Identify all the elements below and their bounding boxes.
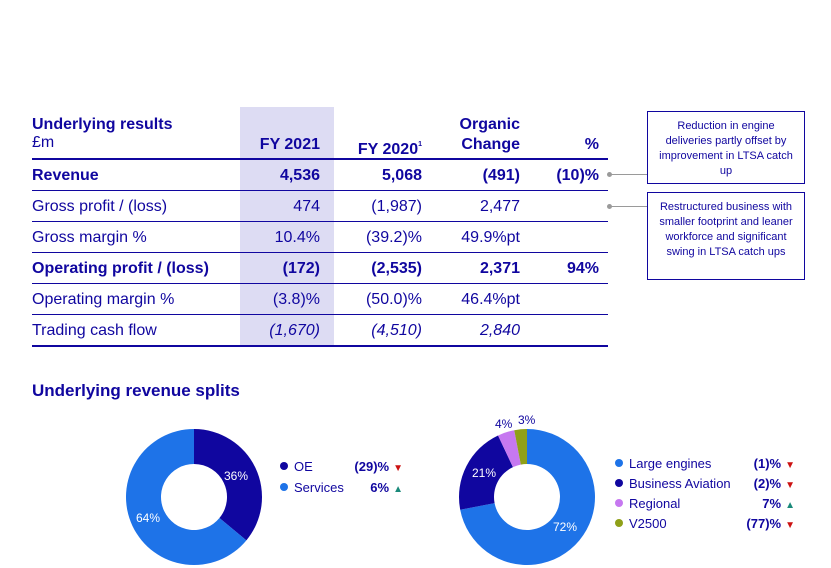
triangle-down-icon: ▼ xyxy=(393,463,403,474)
legend-change: (29)% ▼ xyxy=(354,459,403,474)
cell-organic: (491) xyxy=(482,167,520,184)
annotation-revenue: Reduction in engine deliveries partly of… xyxy=(647,111,805,184)
legend-item: OE xyxy=(280,459,313,475)
legend-swatch xyxy=(615,459,623,467)
legend-change-value: 6% xyxy=(370,480,390,495)
connector-line xyxy=(610,174,647,175)
legend-swatch xyxy=(280,483,288,491)
connector-line xyxy=(610,206,647,207)
cell-fy2020: (2,535) xyxy=(371,260,422,277)
header-organic-line2: Change xyxy=(461,136,520,153)
legend-change-value: (2)% xyxy=(753,476,782,491)
cell-fy2021: (1,670) xyxy=(269,322,320,339)
triangle-up-icon: ▲ xyxy=(785,500,795,511)
cell-fy2021: 4,536 xyxy=(279,167,320,184)
cell-organic: 46.4%pt xyxy=(461,291,520,308)
cell-fy2020: 5,068 xyxy=(381,167,422,184)
row-label: Trading cash flow xyxy=(32,322,157,339)
legend-change: 6% ▲ xyxy=(370,480,403,495)
cell-fy2020: (50.0)% xyxy=(365,291,422,308)
revenue-splits-title: Underlying revenue splits xyxy=(32,381,240,400)
table-unit: £m xyxy=(32,134,55,151)
legend-label: Business Aviation xyxy=(629,476,731,491)
row-label: Gross profit / (loss) xyxy=(32,198,168,215)
donut-slice-oe xyxy=(194,429,262,541)
legend-item: Large engines xyxy=(615,456,711,472)
legend-item: Regional xyxy=(615,496,680,512)
triangle-down-icon: ▼ xyxy=(785,460,795,471)
cell-pct: (10)% xyxy=(556,167,599,184)
legend-label: OE xyxy=(294,459,313,474)
donut-slice-large-engines xyxy=(460,429,595,565)
annotation-operating-profit: Restructured business with smaller footp… xyxy=(647,192,805,280)
cell-pct: 94% xyxy=(566,260,599,277)
row-label: Operating margin % xyxy=(32,291,175,308)
slice-label-v2500: 3% xyxy=(518,413,536,427)
legend-change: 7% ▲ xyxy=(762,496,795,511)
triangle-up-icon: ▲ xyxy=(393,484,403,495)
header-fy2021: FY 2021 xyxy=(259,136,320,153)
donut-slice-regional xyxy=(498,430,521,468)
legend-item: V2500 xyxy=(615,516,667,532)
legend-change-value: (29)% xyxy=(354,459,390,474)
table-title: Underlying results xyxy=(32,116,173,133)
cell-organic: 2,371 xyxy=(479,260,520,277)
donut-slice-v2500 xyxy=(514,429,527,465)
row-label: Operating profit / (loss) xyxy=(32,260,209,277)
legend-change: (77)% ▼ xyxy=(746,516,795,531)
legend-item: Services xyxy=(280,480,344,496)
row-label: Gross margin % xyxy=(32,229,147,246)
cell-fy2020: (39.2)% xyxy=(365,229,422,246)
legend-label: Regional xyxy=(629,496,681,511)
slice-label-large-engines: 72% xyxy=(553,520,578,534)
table-header-rule xyxy=(32,158,608,160)
legend-swatch xyxy=(615,499,623,507)
header-fy2020-footnote: 1 xyxy=(418,141,422,148)
legend-change-value: 7% xyxy=(762,496,782,511)
row-divider xyxy=(32,314,608,315)
cell-fy2021: (172) xyxy=(282,260,320,277)
slice-label-oe: 36% xyxy=(224,469,249,483)
legend-label: Large engines xyxy=(629,456,712,471)
cell-fy2021: 474 xyxy=(293,198,320,215)
donut-slice-services xyxy=(125,429,247,565)
connector-dot xyxy=(607,204,612,209)
cell-fy2020: (4,510) xyxy=(371,322,422,339)
header-fy2020: FY 20201 xyxy=(334,136,422,159)
legend-swatch xyxy=(280,462,288,470)
cell-fy2021: (3.8)% xyxy=(272,291,320,308)
header-fy2020-label: FY 2020 xyxy=(357,141,419,158)
table-bottom-rule xyxy=(32,345,608,347)
row-divider xyxy=(32,190,608,191)
legend-label: V2500 xyxy=(629,516,667,531)
cell-organic: 2,840 xyxy=(479,322,520,339)
legend-change: (1)% ▼ xyxy=(754,456,795,471)
row-divider xyxy=(32,221,608,222)
fy2021-column-highlight xyxy=(240,107,334,347)
cell-organic: 2,477 xyxy=(479,198,520,215)
legend-item: Business Aviation xyxy=(615,476,731,492)
header-pct: % xyxy=(584,136,599,153)
row-divider xyxy=(32,283,608,284)
triangle-down-icon: ▼ xyxy=(785,480,795,491)
row-label: Revenue xyxy=(32,167,99,184)
cell-organic: 49.9%pt xyxy=(461,229,520,246)
donut-chart-oe-services xyxy=(125,429,262,565)
row-divider xyxy=(32,252,608,253)
slice-label-business-aviation: 21% xyxy=(472,466,497,480)
donut-chart-segments xyxy=(459,429,595,565)
legend-label: Services xyxy=(294,480,344,495)
legend-change: (2)% ▼ xyxy=(754,476,795,491)
slice-label-regional: 4% xyxy=(495,417,513,431)
legend-change-value: (77)% xyxy=(746,516,782,531)
connector-dot xyxy=(607,172,612,177)
cell-fy2021: 10.4% xyxy=(274,229,320,246)
legend-change-value: (1)% xyxy=(753,456,782,471)
slice-label-services: 64% xyxy=(136,511,161,525)
legend-swatch xyxy=(615,479,623,487)
header-organic-line1: Organic xyxy=(459,116,520,133)
triangle-down-icon: ▼ xyxy=(785,520,795,531)
cell-fy2020: (1,987) xyxy=(371,198,422,215)
legend-swatch xyxy=(615,519,623,527)
